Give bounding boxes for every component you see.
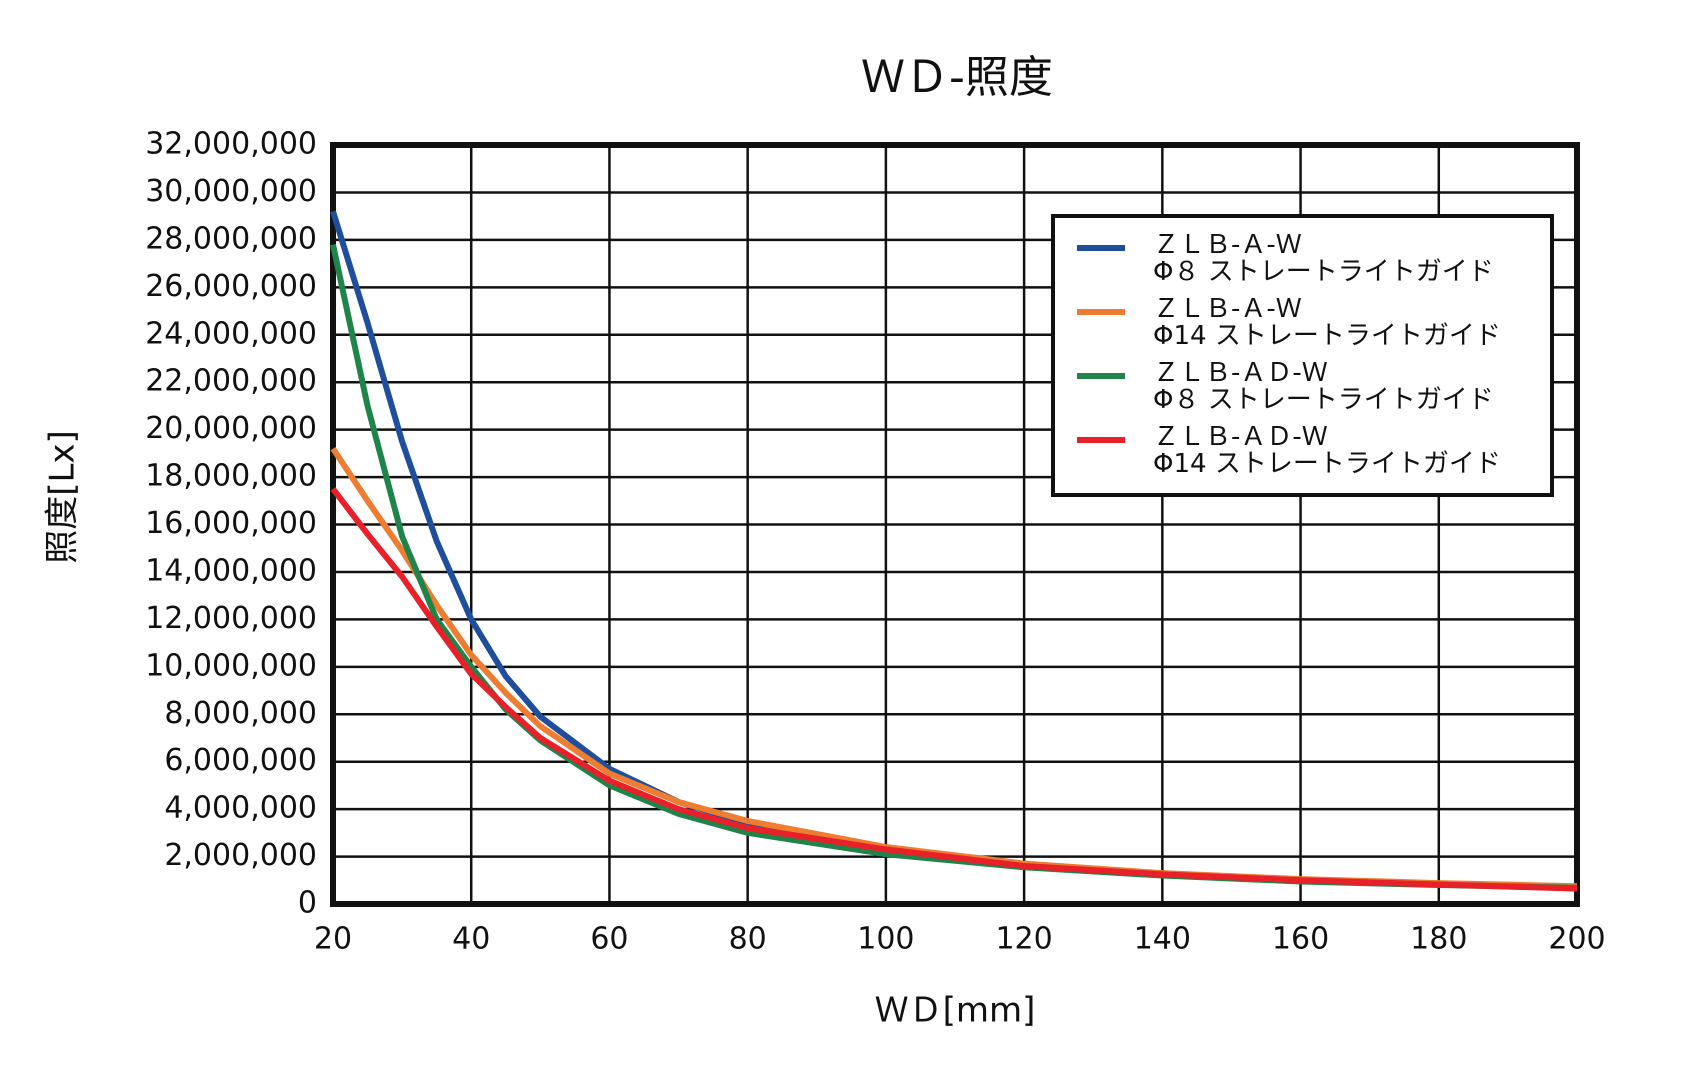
y-axis-label: 照度[Lx] [43, 430, 83, 564]
y-tick-label: 4,000,000 [164, 791, 317, 826]
x-tick-label: 20 [314, 922, 352, 957]
y-tick-label: 20,000,000 [145, 411, 317, 446]
x-tick-label: 60 [590, 922, 628, 957]
y-tick-label: 32,000,000 [145, 127, 317, 162]
legend-box [1051, 214, 1554, 497]
plot-frame [330, 142, 1580, 907]
y-tick-label: 12,000,000 [145, 601, 317, 636]
x-tick-label: 120 [995, 922, 1052, 957]
x-tick-label: 180 [1410, 922, 1467, 957]
x-tick-label: 40 [452, 922, 490, 957]
y-tick-label: 8,000,000 [164, 696, 317, 731]
y-tick-label: 30,000,000 [145, 174, 317, 209]
series-line [330, 487, 1578, 892]
y-tick-label: 22,000,000 [145, 364, 317, 399]
legend-label: ＺＬＢ-Ａ-Ｗ Φ14 ストレートライトガイド [1153, 294, 1501, 351]
x-tick-label: 140 [1134, 922, 1191, 957]
x-axis-label: ＷＤ[mm] [875, 991, 1036, 1031]
y-tick-label: 24,000,000 [145, 316, 317, 351]
y-tick-label: 26,000,000 [145, 269, 317, 304]
y-tick-label: 6,000,000 [164, 743, 317, 778]
x-tick-label: 160 [1272, 922, 1329, 957]
x-tick-label: 80 [729, 922, 767, 957]
x-tick-label: 100 [857, 922, 914, 957]
chart-title: ＷＤ-照度 [861, 52, 1053, 103]
legend-label: ＺＬＢ-ＡＤ-Ｗ Φ８ ストレートライトガイド [1153, 358, 1494, 415]
legend-label: ＺＬＢ-Ａ-Ｗ Φ８ ストレートライトガイド [1153, 230, 1494, 287]
x-tick-label: 200 [1548, 922, 1605, 957]
legend-label: ＺＬＢ-ＡＤ-Ｗ Φ14 ストレートライトガイド [1153, 422, 1501, 479]
y-tick-label: 0 [298, 886, 317, 921]
y-tick-label: 2,000,000 [164, 838, 317, 873]
y-tick-label: 10,000,000 [145, 648, 317, 683]
y-tick-label: 16,000,000 [145, 506, 317, 541]
y-tick-label: 14,000,000 [145, 553, 317, 588]
y-tick-label: 28,000,000 [145, 221, 317, 256]
y-tick-label: 18,000,000 [145, 459, 317, 494]
